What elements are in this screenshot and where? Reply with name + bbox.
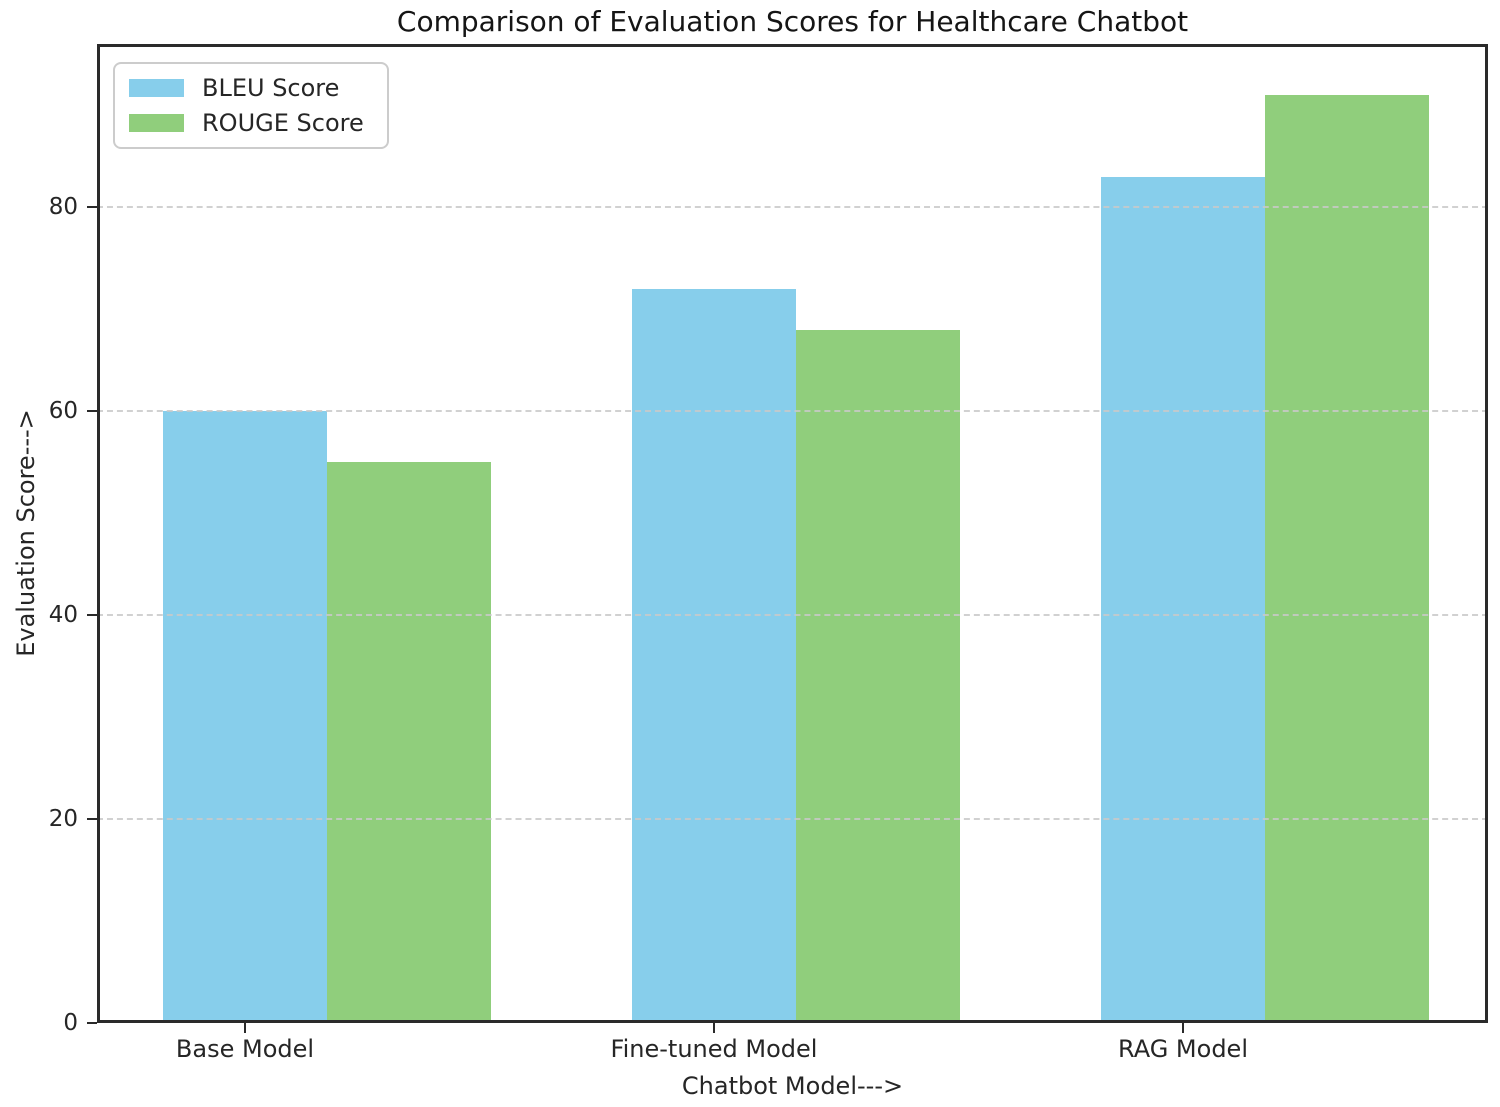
x-axis-label: Chatbot Model---> [681,1072,904,1100]
y-tick-40 [87,614,97,617]
gridline-60 [97,410,1488,413]
x-tick-label-2: RAG Model [1118,1035,1248,1063]
y-axis-label: Evaluation Score---> [12,409,40,657]
gridline-80 [97,206,1488,209]
gridline-20 [97,818,1488,821]
y-tick-80 [87,206,97,209]
legend-swatch-rouge-icon [129,114,184,132]
y-tick-60 [87,410,97,413]
x-tick-1 [713,1023,715,1033]
legend-label-rouge: ROUGE Score [202,109,364,137]
y-tick-label-0: 0 [63,1010,78,1036]
bar-rag-model-bleu [1101,176,1265,1023]
x-tick-0 [244,1023,246,1033]
x-tick-label-0: Base Model [175,1035,315,1063]
y-tick-0 [87,1022,97,1024]
bar-rag-model-rouge [1265,95,1429,1023]
plot-area [97,44,1488,1023]
gridline-40 [97,614,1488,617]
legend-item-rouge: ROUGE Score [129,110,373,136]
x-tick-label-1: Fine-tuned Model [610,1035,818,1063]
gridline-layer [97,44,1488,1023]
x-tick-2 [1182,1023,1184,1033]
y-tick-label-20: 20 [48,806,78,833]
y-tick-label-80: 80 [48,194,78,221]
y-tick-20 [87,818,97,821]
legend-label-bleu: BLEU Score [202,74,340,102]
legend-item-bleu: BLEU Score [129,75,373,101]
chart-title: Comparison of Evaluation Scores for Heal… [396,5,1189,38]
legend-swatch-bleu-icon [129,79,184,97]
bar-base-model-rouge [327,462,491,1023]
bar-base-model-bleu [163,411,327,1023]
legend: BLEU Score ROUGE Score [113,62,389,149]
bar-fine-tuned-model-rouge [796,329,960,1023]
